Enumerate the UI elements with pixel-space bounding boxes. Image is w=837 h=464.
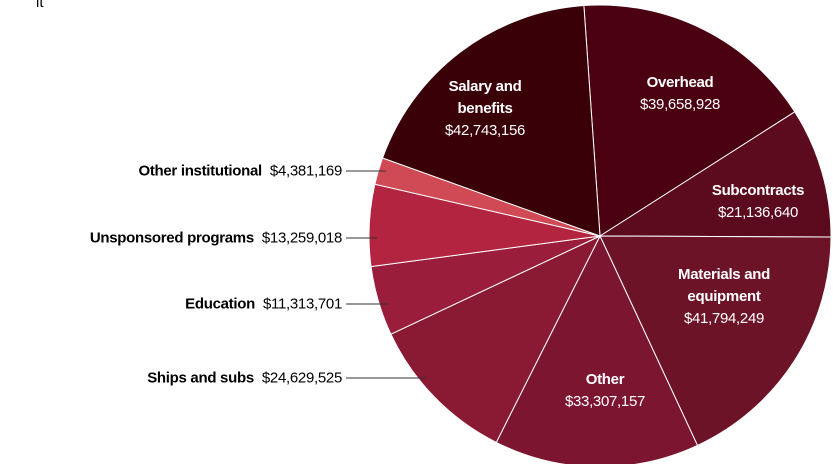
slice-name: Education [185, 295, 255, 313]
pie-slice [599, 235, 832, 447]
pie-slice [583, 4, 796, 237]
slice-value: $13,259,018 [261, 229, 342, 247]
slice-value: $41,794,249 [683, 310, 765, 327]
slice-value: $39,658,928 [639, 96, 721, 113]
slice-name: Ships and subs [147, 369, 254, 387]
slice-label: Salary and benefits $42,743,156 [435, 76, 535, 142]
slice-label: Subcontracts $21,136,640 [693, 180, 823, 224]
pie-slice [598, 111, 832, 238]
slice-name: Unsponsored programs [89, 229, 254, 247]
slice-value: $42,743,156 [444, 122, 526, 139]
slice-name: Materials and equipment [678, 266, 770, 305]
slice-name: Salary and benefits [448, 78, 522, 117]
slice-label: Overhead $39,658,928 [605, 72, 755, 116]
slice-value: $4,381,169 [269, 162, 342, 180]
pie-slice [381, 5, 601, 237]
pie-slice [390, 234, 602, 444]
slice-value: $11,313,701 [262, 295, 342, 313]
slice-label: Materials and equipment $41,794,249 [659, 264, 789, 330]
slice-value: $24,629,525 [261, 369, 342, 387]
slice-name: Subcontracts [711, 182, 805, 199]
slice-name: Other institutional [138, 162, 262, 180]
slice-label: Education $11,313,701 [185, 296, 342, 313]
slice-name: Other [585, 371, 625, 388]
slice-name: Overhead [646, 74, 714, 91]
pie-slice [495, 234, 699, 464]
slice-value: $33,307,157 [564, 393, 646, 410]
slice-label: Ships and subs $24,629,525 [147, 370, 342, 387]
chart-title: it [36, 0, 44, 11]
slice-value: $21,136,640 [717, 204, 799, 221]
slice-label: Unsponsored programs $13,259,018 [90, 230, 342, 247]
slice-label: Other $33,307,157 [545, 369, 665, 413]
slice-label: Other institutional $4,381,169 [138, 163, 342, 180]
